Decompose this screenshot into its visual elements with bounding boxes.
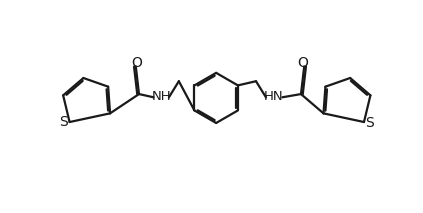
Text: NH: NH [152,90,171,103]
Text: S: S [365,116,374,130]
Text: S: S [59,115,68,129]
Text: O: O [132,56,143,70]
Text: HN: HN [264,90,284,103]
Text: O: O [297,56,308,70]
